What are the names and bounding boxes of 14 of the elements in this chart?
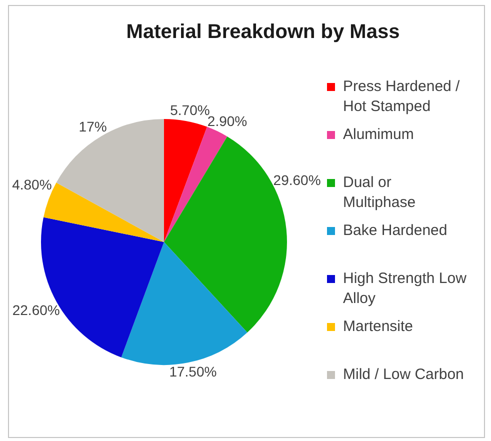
data-label: 17% (78, 118, 107, 134)
legend-label: High Strength Low Alloy (343, 269, 467, 309)
data-label: 29.60% (273, 172, 321, 188)
data-label: 17.50% (169, 363, 217, 380)
chart-title: Material Breakdown by Mass (125, 20, 401, 44)
legend-label: Dual or Multiphase (343, 173, 417, 213)
legend-label: Martensite (343, 317, 414, 337)
legend-label: Alumimum (343, 125, 415, 145)
data-label: 5.70% (170, 102, 210, 118)
legend-label: Press Hardened / Hot Stamped (343, 77, 461, 117)
legend-label: Bake Hardened (343, 221, 448, 241)
legend-label: Mild / Low Carbon (343, 365, 465, 385)
data-label: 4.80% (12, 176, 52, 192)
data-label: 22.60% (12, 302, 60, 318)
